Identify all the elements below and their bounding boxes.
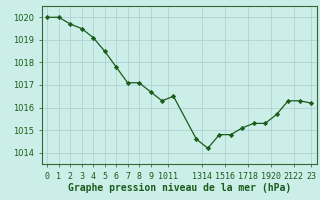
X-axis label: Graphe pression niveau de la mer (hPa): Graphe pression niveau de la mer (hPa) (68, 183, 291, 193)
